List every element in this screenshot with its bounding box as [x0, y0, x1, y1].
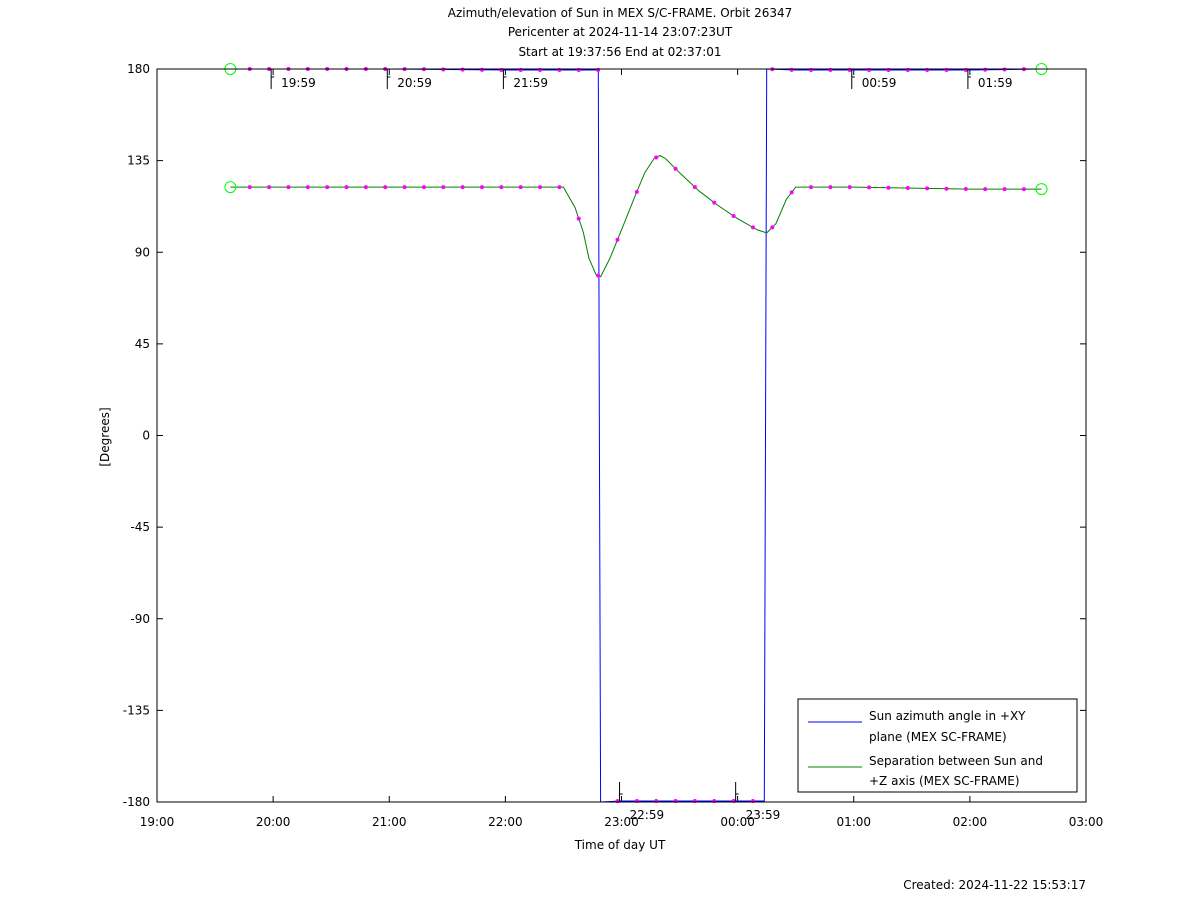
legend-label-azimuth-2: plane (MEX SC-FRAME) [869, 730, 1007, 744]
data-point [673, 166, 678, 171]
title-line-1: Azimuth/elevation of Sun in MEX S/C-FRAM… [448, 6, 793, 20]
time-annotation-label: 00:59 [862, 76, 897, 90]
data-point [847, 185, 852, 190]
data-point [634, 189, 639, 194]
legend: Sun azimuth angle in +XY plane (MEX SC-F… [797, 698, 1078, 793]
data-point [325, 185, 330, 190]
series-line-separation [230, 154, 1042, 278]
data-point [441, 185, 446, 190]
y-tick-label: -90 [130, 612, 150, 626]
data-point [267, 185, 272, 190]
data-point [615, 237, 620, 242]
legend-box [797, 698, 1078, 793]
y-tick-label: 0 [142, 429, 150, 443]
data-point [499, 185, 504, 190]
data-point [983, 67, 988, 72]
data-point [983, 187, 988, 192]
x-tick-label: 03:00 [1069, 815, 1104, 829]
data-point [363, 185, 368, 190]
data-point [886, 185, 891, 190]
legend-label-separation-2: +Z axis (MEX SC-FRAME) [869, 774, 1020, 788]
data-point [460, 67, 465, 72]
chart-title: Azimuth/elevation of Sun in MEX S/C-FRAM… [448, 6, 793, 59]
data-point [750, 225, 755, 230]
series-line-azimuth [230, 68, 1042, 803]
data-point [789, 67, 794, 72]
data-point [344, 185, 349, 190]
y-tick-label: -180 [123, 795, 150, 809]
legend-label-separation-1: Separation between Sun and [869, 754, 1043, 768]
created-footer: Created: 2024-11-22 15:53:17 [903, 878, 1086, 892]
time-annotations: 19:59 20:59 21:59 22:59 23:59 00:59 01:59 [270, 69, 1013, 822]
data-point [925, 186, 930, 191]
data-point [1021, 187, 1026, 192]
data-point [479, 185, 484, 190]
data-point [576, 216, 581, 221]
data-point [789, 190, 794, 195]
data-point [538, 185, 543, 190]
x-tick-label: 00:00 [720, 815, 755, 829]
x-tick-label: 23:00 [604, 815, 639, 829]
axis-ticks: 19:00 20:00 21:00 22:00 23:00 00:00 01:00 02:00… [123, 62, 1104, 829]
data-point [402, 185, 407, 190]
data-point [654, 155, 659, 160]
data-point [963, 187, 968, 192]
time-annotation-label: 21:59 [513, 76, 548, 90]
endpoint-marker [1035, 183, 1048, 196]
x-tick-label: 22:00 [488, 815, 523, 829]
data-point [305, 185, 310, 190]
data-point [557, 185, 562, 190]
data-point [770, 225, 775, 230]
x-tick-label: 01:00 [836, 815, 871, 829]
data-point [518, 185, 523, 190]
data-point [596, 273, 601, 278]
y-tick-label: -45 [130, 520, 150, 534]
data-point [1002, 187, 1007, 192]
time-annotation-label: 23:59 [746, 808, 781, 822]
title-line-2: Pericenter at 2024-11-14 23:07:23UT [508, 25, 733, 39]
data-point [731, 213, 736, 218]
data-point [421, 185, 426, 190]
data-markers [224, 63, 1048, 804]
x-axis-label: Time of day UT [574, 838, 666, 852]
data-point [1002, 67, 1007, 72]
x-tick-label: 19:00 [140, 815, 175, 829]
x-tick-label: 21:00 [372, 815, 407, 829]
data-point [247, 185, 252, 190]
data-point [809, 185, 814, 190]
legend-label-azimuth-1: Sun azimuth angle in +XY [869, 709, 1026, 723]
y-tick-label: -135 [123, 703, 150, 717]
time-annotation-label: 19:59 [281, 76, 316, 90]
y-tick-label: 90 [135, 245, 150, 259]
x-tick-label: 02:00 [953, 815, 988, 829]
y-tick-label: 180 [127, 62, 150, 76]
data-point [615, 799, 620, 804]
endpoint-marker [224, 181, 237, 194]
data-point [479, 67, 484, 72]
plot-frame [156, 68, 1087, 803]
data-point [828, 185, 833, 190]
title-line-3: Start at 19:37:56 End at 02:37:01 [518, 45, 721, 59]
time-annotation-label: 20:59 [397, 76, 432, 90]
x-tick-label: 20:00 [256, 815, 291, 829]
data-point [692, 185, 697, 190]
data-point [383, 185, 388, 190]
plot-series [230, 68, 1042, 803]
y-tick-label: 45 [135, 337, 150, 351]
data-point [867, 185, 872, 190]
time-annotation-label: 22:59 [630, 808, 665, 822]
data-point [460, 185, 465, 190]
data-point [712, 200, 717, 205]
time-annotation-label: 01:59 [978, 76, 1013, 90]
data-point [905, 186, 910, 191]
data-point [944, 186, 949, 191]
y-tick-label: 135 [127, 154, 150, 168]
y-axis-label: [Degrees] [98, 407, 112, 466]
data-point [286, 185, 291, 190]
